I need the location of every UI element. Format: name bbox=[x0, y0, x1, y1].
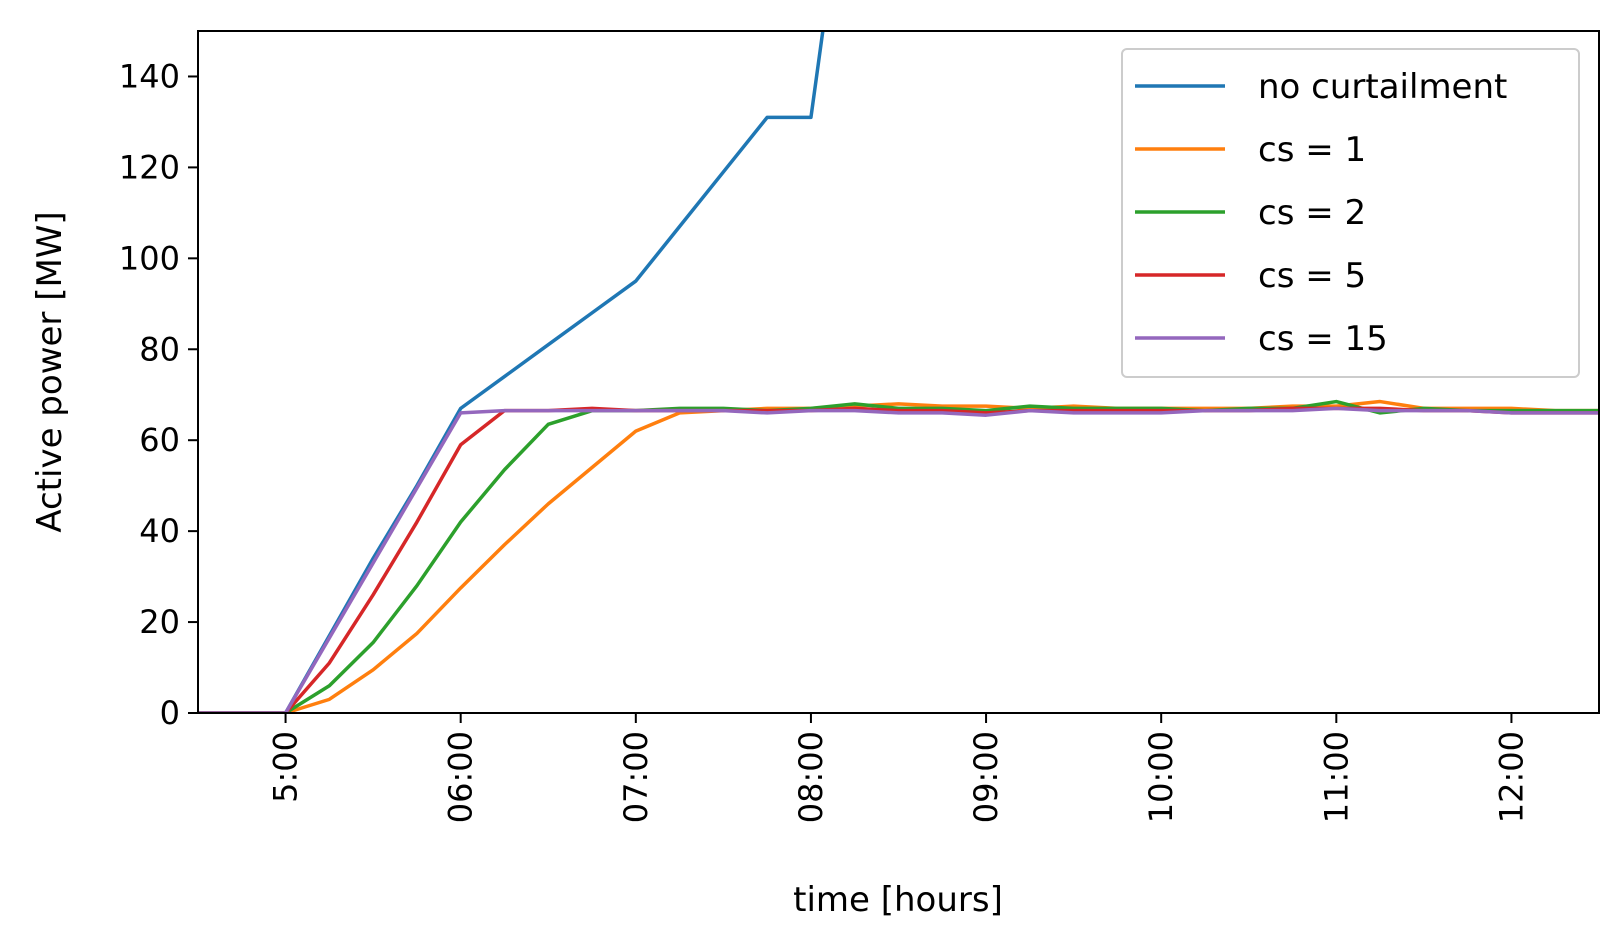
y-tick-label: 0 bbox=[160, 694, 180, 732]
y-tick-label: 100 bbox=[119, 239, 180, 277]
y-axis-title: Active power [MW] bbox=[30, 211, 70, 532]
x-tick-label: 09:00 bbox=[967, 731, 1005, 823]
legend-label: cs = 15 bbox=[1258, 319, 1388, 359]
legend-label: cs = 5 bbox=[1258, 256, 1366, 296]
legend-label: cs = 1 bbox=[1258, 130, 1366, 170]
x-tick-label: 12:00 bbox=[1492, 731, 1530, 823]
x-axis-title: time [hours] bbox=[793, 880, 1003, 920]
series-layer bbox=[198, 31, 1599, 713]
y-tick-label: 80 bbox=[139, 330, 180, 368]
y-axis: 0 20 40 60 80 100 120 140 bbox=[119, 57, 198, 732]
legend-label: cs = 2 bbox=[1258, 193, 1366, 233]
y-tick-label: 20 bbox=[139, 603, 180, 641]
x-tick-label: 11:00 bbox=[1317, 731, 1355, 823]
legend-frame bbox=[1121, 48, 1580, 378]
legend: no curtailment cs = 1 cs = 2 cs = 5 cs = 15 bbox=[1121, 48, 1580, 378]
y-tick-label: 140 bbox=[119, 57, 180, 95]
series-line-1 bbox=[198, 399, 1599, 713]
plot-frame bbox=[197, 30, 1600, 714]
x-tick-label: 07:00 bbox=[617, 731, 655, 823]
y-tick-label: 60 bbox=[139, 421, 180, 459]
x-tick-label: 06:00 bbox=[442, 731, 480, 823]
legend-label: no curtailment bbox=[1258, 67, 1507, 107]
x-tick-label: 10:00 bbox=[1142, 731, 1180, 823]
x-tick-label: 08:00 bbox=[792, 731, 830, 823]
y-tick-label: 120 bbox=[119, 148, 180, 186]
y-tick-label: 40 bbox=[139, 512, 180, 550]
x-tick-label: 5:00 bbox=[267, 731, 305, 803]
x-axis: 5:00 06:00 07:00 08:00 09:00 10:00 11:00 12:00 bbox=[267, 713, 1530, 823]
series-line-4 bbox=[198, 406, 1599, 713]
